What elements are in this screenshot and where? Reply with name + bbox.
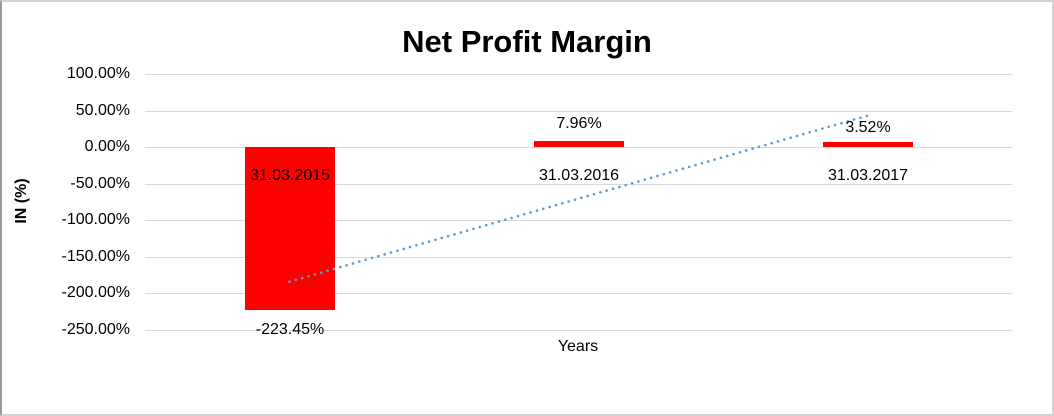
y-axis-tick-label: -250.00% bbox=[61, 321, 131, 338]
x-axis-title: Years bbox=[557, 338, 599, 355]
data-label: -223.45% bbox=[255, 321, 325, 338]
y-axis-tick-label: -100.00% bbox=[61, 211, 131, 228]
data-label: 7.96% bbox=[556, 115, 602, 132]
gridline bbox=[145, 74, 1012, 75]
gridline bbox=[145, 330, 1012, 331]
y-axis-tick-label: -150.00% bbox=[61, 248, 131, 265]
bar bbox=[823, 142, 913, 147]
category-label: 31.03.2016 bbox=[538, 167, 620, 184]
category-label: 31.03.2017 bbox=[827, 167, 909, 184]
category-label: 31.03.2015 bbox=[249, 167, 331, 184]
data-label: 3.52% bbox=[845, 119, 891, 136]
y-axis-tick-label: -200.00% bbox=[61, 284, 131, 301]
bar bbox=[534, 141, 624, 147]
y-axis-tick-label: -50.00% bbox=[70, 175, 130, 192]
gridline bbox=[145, 293, 1012, 294]
y-axis-tick-label: 0.00% bbox=[84, 138, 130, 155]
gridline bbox=[145, 111, 1012, 112]
chart-title: Net Profit Margin bbox=[402, 24, 652, 59]
y-axis-tick-label: 100.00% bbox=[66, 65, 130, 82]
y-axis-tick-label: 50.00% bbox=[75, 102, 130, 119]
